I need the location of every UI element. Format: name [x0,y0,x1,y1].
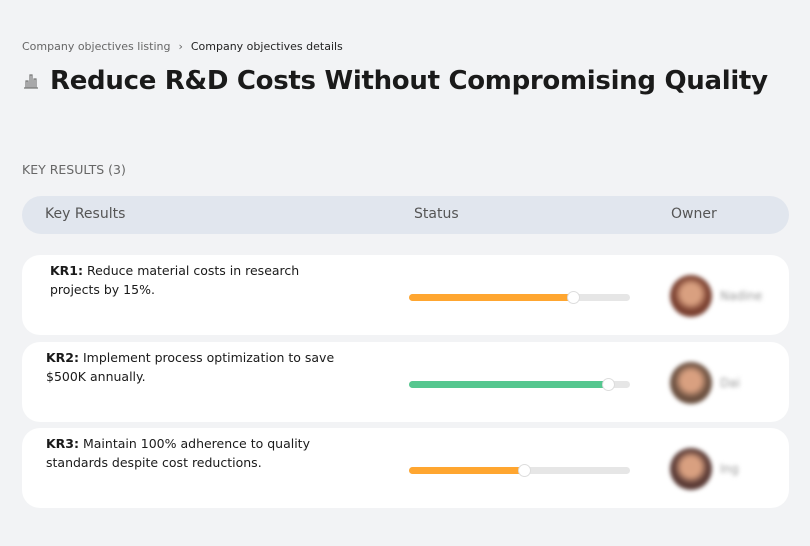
owner-name: Nadine [720,289,763,303]
key-result-id: KR1: [50,263,84,278]
building-chart-icon [24,74,38,89]
key-result-description: Reduce material costs in research projec… [50,263,300,297]
owner-name: Dai [720,376,740,390]
breadcrumb-current: Company objectives details [190,40,343,53]
header-owner: Owner [671,206,717,222]
key-result-text: KR2: Implement process optimization to s… [46,348,346,386]
chevron-right-icon: › [178,40,183,53]
page-title: Reduce R&D Costs Without Compromising Qu… [50,66,768,96]
owner-name: Ing [720,462,739,476]
progress-knob[interactable] [566,291,580,304]
table-row[interactable]: KR3: Maintain 100% adherence to quality … [22,428,789,508]
progress-slider[interactable] [409,464,630,477]
progress-knob[interactable] [517,464,531,477]
table-row[interactable]: KR2: Implement process optimization to s… [22,342,789,422]
avatar [670,275,712,317]
progress-fill [409,467,524,474]
key-result-description: Maintain 100% adherence to quality stand… [46,436,310,470]
table-header: Key Results Status Owner [22,196,789,234]
progress-slider[interactable] [409,378,630,391]
page-header: Reduce R&D Costs Without Compromising Qu… [22,66,768,96]
header-status: Status [414,206,459,222]
section-label: KEY RESULTS (3) [22,162,126,177]
breadcrumb: Company objectives listing › Company obj… [22,40,343,53]
progress-fill [409,381,608,388]
key-result-description: Implement process optimization to save $… [46,350,335,384]
key-result-id: KR2: [46,350,80,365]
avatar [670,362,712,404]
table-row[interactable]: KR1: Reduce material costs in research p… [22,255,789,335]
key-result-text: KR1: Reduce material costs in research p… [50,261,350,299]
key-result-id: KR3: [46,436,80,451]
breadcrumb-link-listing[interactable]: Company objectives listing [22,40,171,53]
progress-slider[interactable] [409,291,630,304]
progress-fill [409,294,573,301]
avatar [670,448,712,490]
header-key-results: Key Results [45,206,126,222]
progress-knob[interactable] [601,378,615,391]
key-result-text: KR3: Maintain 100% adherence to quality … [46,434,346,472]
